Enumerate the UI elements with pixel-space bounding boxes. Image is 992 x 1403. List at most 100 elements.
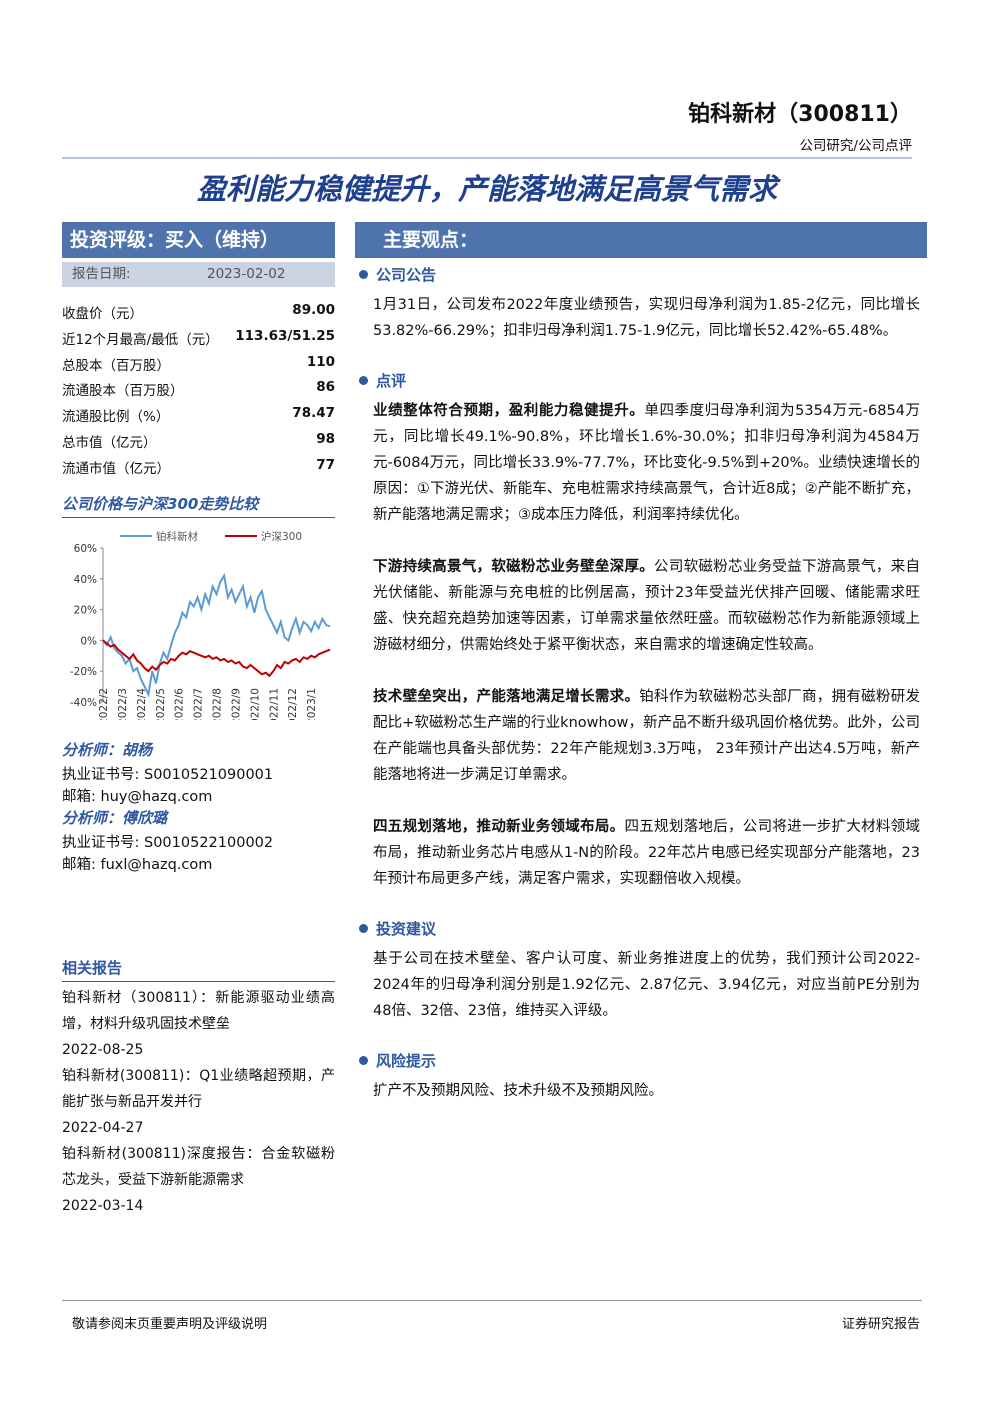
analyst-email: 邮箱: huy@hazq.com: [62, 789, 213, 805]
section-heading: 点评: [355, 370, 927, 391]
paragraph: 技术壁垒突出，产能落地满足增长需求。铂科作为软磁粉芯头部厂商，拥有磁粉研发配比+…: [373, 684, 920, 788]
related-date: 2022-08-25: [62, 1042, 144, 1058]
series-line: [102, 639, 331, 678]
bullet: [359, 1056, 368, 1065]
x-tick-label: 2022/2: [98, 688, 110, 720]
x-tick-label: 2023/1: [306, 688, 318, 720]
date: 2023-02-02: [207, 266, 286, 282]
paragraph-lead: 技术壁垒突出，产能落地满足增长需求。: [373, 689, 640, 705]
stat-value: 89.00: [292, 302, 335, 318]
stat-row: 总股本（百万股） 110: [62, 354, 335, 374]
y-tick-label: 20%: [74, 605, 97, 617]
paragraph-lead: 下游持续高景气，软磁粉芯业务壁垒深厚。: [373, 559, 655, 575]
related-item: 铂科新材（300811）：新能源驱动业绩高增，材料升级巩固技术壁垒 2022-08…: [62, 985, 335, 1063]
stat-label: 流通股本（百万股）: [62, 383, 184, 400]
paragraph: 下游持续高景气，软磁粉芯业务壁垒深厚。公司软磁粉芯业务受益下游高景气，来自光伏储…: [373, 554, 920, 658]
stat-label: 总市值（亿元）: [62, 435, 157, 451]
y-tick-label: -20%: [70, 666, 97, 678]
stat-row: 流通股比例（%） 78.47: [62, 405, 335, 425]
related-date: 2022-03-14: [62, 1198, 144, 1214]
stat-label: 流通股比例（%）: [62, 409, 170, 426]
y-tick-label: -40%: [70, 697, 97, 709]
analyst-email: 邮箱: fuxl@hazq.com: [62, 857, 213, 873]
stat-row: 总市值（亿元） 98: [62, 431, 335, 451]
legend-label: 沪深300: [261, 530, 302, 543]
stat-label: 流通市值（亿元）: [62, 460, 170, 477]
stat-value: 78.47: [292, 405, 335, 422]
related-title: 铂科新材(300811)：Q1业绩略超预期，产能扩张与新品开发并行: [62, 1068, 335, 1110]
series-line: [102, 572, 331, 698]
x-tick-label: 2022/6: [174, 688, 186, 720]
x-tick-label: 2022/11: [268, 688, 280, 720]
paragraph: 基于公司在技术壁垒、客户认可度、新业务推进度上的优势，我们预计公司2022-20…: [373, 946, 920, 1024]
rule: [62, 157, 912, 159]
paragraph-text: 公司软磁粉芯业务受益下游高景气，来自光伏储能、新能源与充电桩的比例居高，预计23…: [373, 559, 921, 653]
stat-value: 113.63/51.25: [235, 327, 335, 344]
analyst-cert: 执业证书号: S0010521090001: [62, 767, 274, 783]
bullet: [359, 376, 368, 385]
related-title: 铂科新材(300811)深度报告：合金软磁粉芯龙头，受益下游新能源需求: [62, 1146, 335, 1188]
company: 铂科新材（300811）: [688, 102, 912, 127]
x-tick-label: 2022/7: [193, 688, 205, 720]
rating: 投资评级：买入（维持）: [62, 222, 335, 258]
analyst-cert: 执业证书号: S0010522100002: [62, 835, 274, 851]
stat-value: 86: [316, 379, 335, 396]
related-list: 铂科新材（300811）：新能源驱动业绩高增，材料升级巩固技术壁垒 2022-08…: [62, 985, 335, 1219]
section-list: 公司公告 1月31日，公司发布2022年度业绩预告，实现归母净利润为1.85-2亿…: [355, 264, 927, 1130]
bullet: [359, 270, 368, 279]
y-tick-label: 0%: [80, 635, 97, 647]
main-heading: 主要观点：: [355, 222, 927, 258]
x-tick-label: 2022/4: [136, 688, 148, 720]
related-date: 2022-04-27: [62, 1120, 144, 1136]
date-label: 报告日期:: [72, 266, 131, 282]
paragraph-text: 扩产不及预期风险、技术升级不及预期风险。: [373, 1083, 663, 1099]
stat-row: 近12个月最高/最低（元） 113.63/51.25: [62, 328, 335, 348]
paragraph-text: 基于公司在技术壁垒、客户认可度、新业务推进度上的优势，我们预计公司2022-20…: [373, 951, 920, 1019]
stat-row: 流通股本（百万股） 86: [62, 379, 335, 399]
paragraph-text: 单四季度归母净利润为5354万元-6854万元，同比增长49.1%-90.8%，…: [373, 403, 920, 523]
stat-value: 110: [306, 353, 335, 370]
paragraph: 业绩整体符合预期，盈利能力稳健提升。单四季度归母净利润为5354万元-6854万…: [373, 398, 920, 528]
paragraph-lead: 四五规划落地，推动新业务领域布局。: [373, 819, 625, 835]
footer-right: 证券研究报告: [841, 1317, 920, 1332]
paragraph: 四五规划落地，推动新业务领域布局。四五规划落地后，公司将进一步扩大材料领域布局，…: [373, 814, 920, 892]
paragraph-lead: 业绩整体符合预期，盈利能力稳健提升。: [373, 403, 645, 419]
footer-left: 敬请参阅末页重要声明及评级说明: [72, 1317, 268, 1332]
bullet: [359, 924, 368, 933]
report-title: 盈利能力稳健提升，产能落地满足高景气需求: [196, 172, 777, 206]
section-heading: 公司公告: [355, 264, 927, 285]
analyst-heading: 分析师：胡杨: [62, 741, 153, 759]
stat-row: 收盘价（元） 89.00: [62, 302, 335, 322]
price-chart: -40% -20% 0% 20% 40% 60% 2022/2 2022/3 2022/4 202…: [70, 530, 331, 720]
related-item: 铂科新材(300811)：Q1业绩略超预期，产能扩张与新品开发并行 2022-04…: [62, 1063, 335, 1141]
x-tick-label: 2022/9: [230, 688, 242, 720]
paragraph: 1月31日，公司发布2022年度业绩预告，实现归母净利润为1.85-2亿元，同比…: [373, 292, 920, 344]
stat-label: 总股本（百万股）: [62, 357, 170, 374]
related-item: 铂科新材(300811)深度报告：合金软磁粉芯龙头，受益下游新能源需求 2022-…: [62, 1141, 335, 1219]
stat-value: 98: [316, 431, 335, 447]
analyst-heading: 分析师：傅欣璐: [62, 809, 168, 827]
footer-rule: [62, 1300, 922, 1301]
category: 公司研究/公司点评: [799, 138, 912, 154]
stat-value: 77: [316, 456, 335, 473]
section-heading: 投资建议: [355, 918, 927, 939]
paragraph-text: 铂科作为软磁粉芯头部厂商，拥有磁粉研发配比+软磁粉芯生产端的行业knowhow，…: [373, 689, 920, 783]
x-tick-label: 2022/3: [117, 688, 129, 720]
date-row: 报告日期: 2023-02-02: [62, 262, 335, 287]
y-tick-label: 40%: [74, 574, 97, 586]
stat-row: 流通市值（亿元） 77: [62, 457, 335, 477]
main-heading-text: 主要观点：: [383, 229, 479, 251]
stat-label: 收盘价（元）: [62, 306, 143, 322]
paragraph: 扩产不及预期风险、技术升级不及预期风险。: [373, 1078, 920, 1104]
paragraph-text: 四五规划落地后，公司将进一步扩大材料领域布局，推动新业务芯片电感从1-N的阶段。…: [373, 819, 921, 887]
chart-heading: 公司价格与沪深300走势比较: [62, 493, 335, 518]
x-tick-label: 2022/10: [249, 688, 261, 720]
related-heading: 相关报告: [62, 957, 335, 982]
x-tick-label: 2022/12: [287, 688, 299, 720]
section-heading: 风险提示: [355, 1050, 927, 1071]
legend-label: 铂科新材: [156, 530, 198, 543]
x-tick-label: 2022/8: [212, 688, 224, 720]
y-tick-label: 60%: [74, 543, 97, 555]
stat-label: 近12个月最高/最低（元）: [62, 331, 219, 348]
